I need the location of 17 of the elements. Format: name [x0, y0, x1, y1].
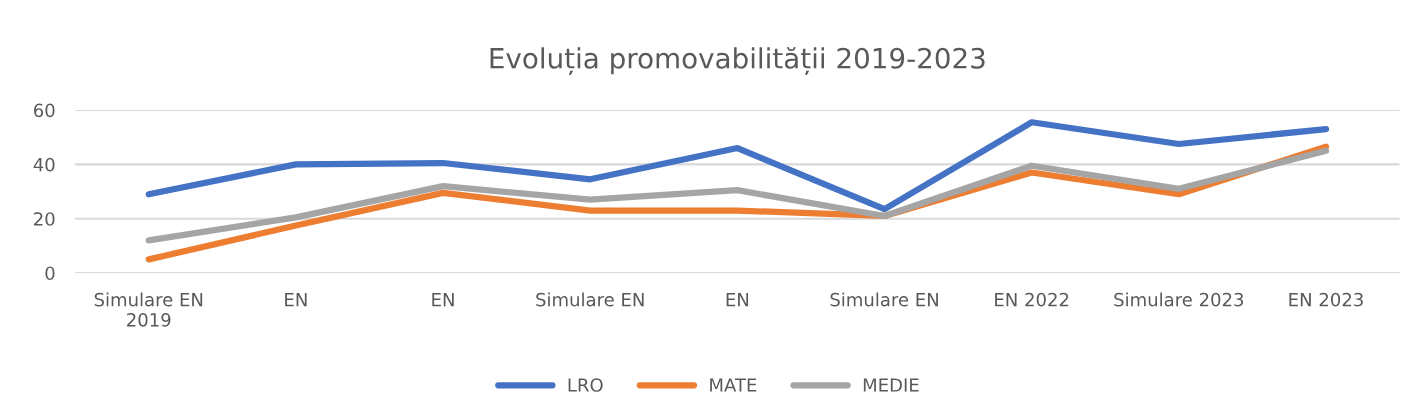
x-tick-label: Simulare EN — [536, 292, 644, 307]
x-tick-label: Simulare EN 2019 — [94, 292, 203, 327]
x-tick-label: Simulare 2023 — [1114, 292, 1244, 307]
x-tick-label: EN — [726, 293, 749, 307]
x-tick-label: EN 2023 — [1289, 292, 1363, 307]
legend-label: MATE — [710, 378, 757, 392]
x-tick-label: Simulare EN — [830, 292, 938, 307]
y-tick-label: 60 — [33, 103, 55, 118]
legend-label: MEDIE — [863, 378, 919, 392]
chart-title: Evoluția promovabilității 2019-2023 — [490, 47, 985, 76]
x-tick-label: EN — [432, 293, 454, 307]
y-tick-label: 20 — [34, 212, 55, 226]
y-tick-label: 0 — [45, 266, 55, 281]
y-tick-label: 40 — [33, 157, 55, 172]
x-tick-label: EN — [285, 293, 307, 307]
legend-label: LRO — [568, 378, 603, 392]
x-tick-label: EN 2022 — [995, 292, 1069, 307]
